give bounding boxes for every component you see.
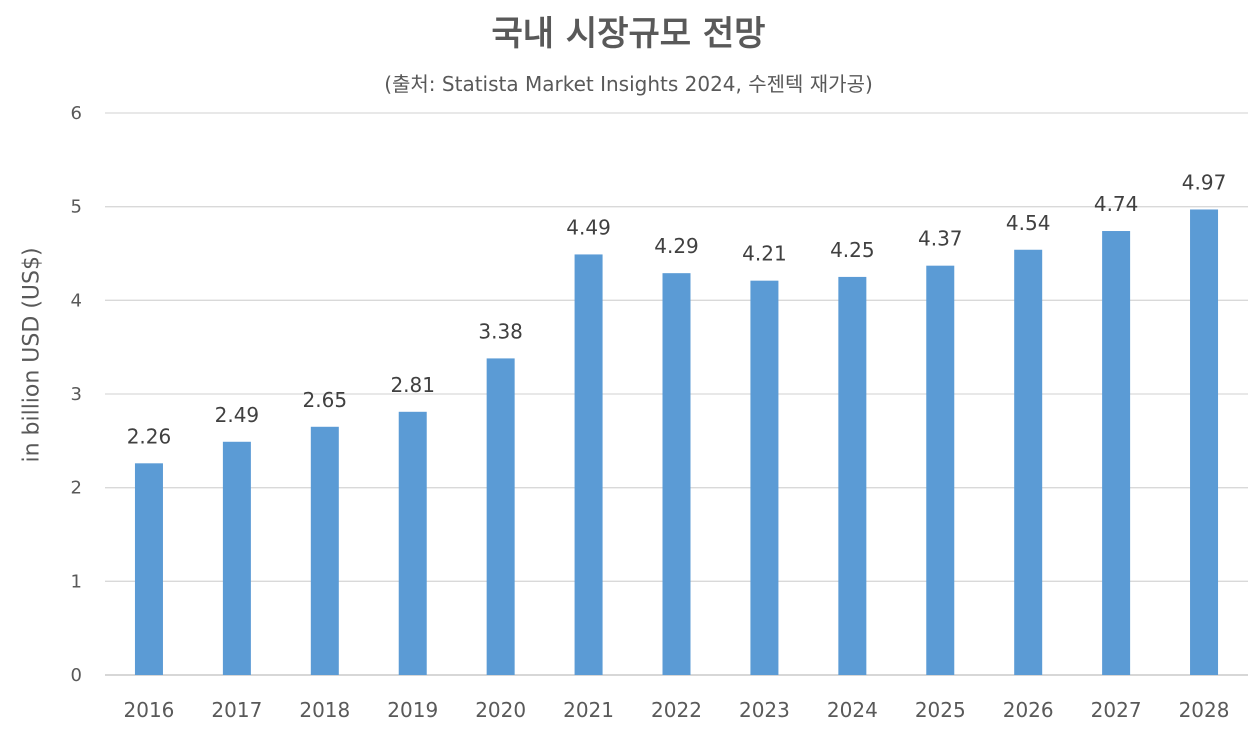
x-tick-label: 2019 — [387, 698, 438, 722]
chart-title: 국내 시장규모 전망 — [491, 14, 766, 54]
bar — [398, 411, 427, 675]
data-label: 2.81 — [390, 373, 435, 397]
data-label: 4.21 — [742, 242, 787, 266]
x-tick-label: 2023 — [739, 698, 790, 722]
y-tick-label: 6 — [71, 103, 82, 124]
bar — [750, 280, 779, 675]
bar — [222, 441, 251, 675]
data-label: 2.65 — [303, 388, 348, 412]
x-tick-label: 2021 — [563, 698, 614, 722]
bar — [1190, 209, 1219, 675]
bar — [926, 265, 955, 675]
data-label: 4.29 — [654, 234, 699, 258]
bar — [838, 276, 867, 675]
x-tick-label: 2020 — [475, 698, 526, 722]
y-tick-label: 3 — [71, 384, 82, 405]
x-tick-label: 2026 — [1003, 698, 1054, 722]
data-label: 4.54 — [1006, 211, 1051, 235]
x-tick-label: 2028 — [1179, 698, 1230, 722]
data-label: 4.97 — [1182, 170, 1227, 194]
bar — [662, 273, 691, 675]
x-tick-label: 2025 — [915, 698, 966, 722]
x-tick-label: 2018 — [299, 698, 350, 722]
data-label: 2.49 — [215, 403, 260, 427]
data-label: 3.38 — [478, 319, 523, 343]
bar — [1102, 231, 1131, 675]
data-label: 4.25 — [830, 238, 875, 262]
data-label: 4.74 — [1094, 192, 1139, 216]
y-tick-label: 0 — [71, 665, 82, 686]
x-tick-label: 2024 — [827, 698, 878, 722]
y-tick-label: 4 — [71, 290, 82, 311]
bar — [310, 426, 339, 675]
data-label: 2.26 — [127, 424, 172, 448]
x-tick-label: 2017 — [211, 698, 262, 722]
bar — [574, 254, 603, 676]
x-tick-label: 2022 — [651, 698, 702, 722]
data-label: 4.37 — [918, 227, 963, 251]
y-tick-label: 1 — [71, 571, 82, 592]
chart-subtitle: (출처: Statista Market Insights 2024, 수젠텍 … — [384, 72, 873, 96]
bar — [1014, 249, 1043, 675]
x-tick-label: 2027 — [1091, 698, 1142, 722]
y-tick-label: 2 — [71, 478, 82, 499]
x-tick-label: 2016 — [124, 698, 175, 722]
bar — [134, 463, 163, 675]
data-label: 4.49 — [566, 215, 611, 239]
y-tick-label: 5 — [71, 197, 82, 218]
bar — [486, 358, 515, 675]
